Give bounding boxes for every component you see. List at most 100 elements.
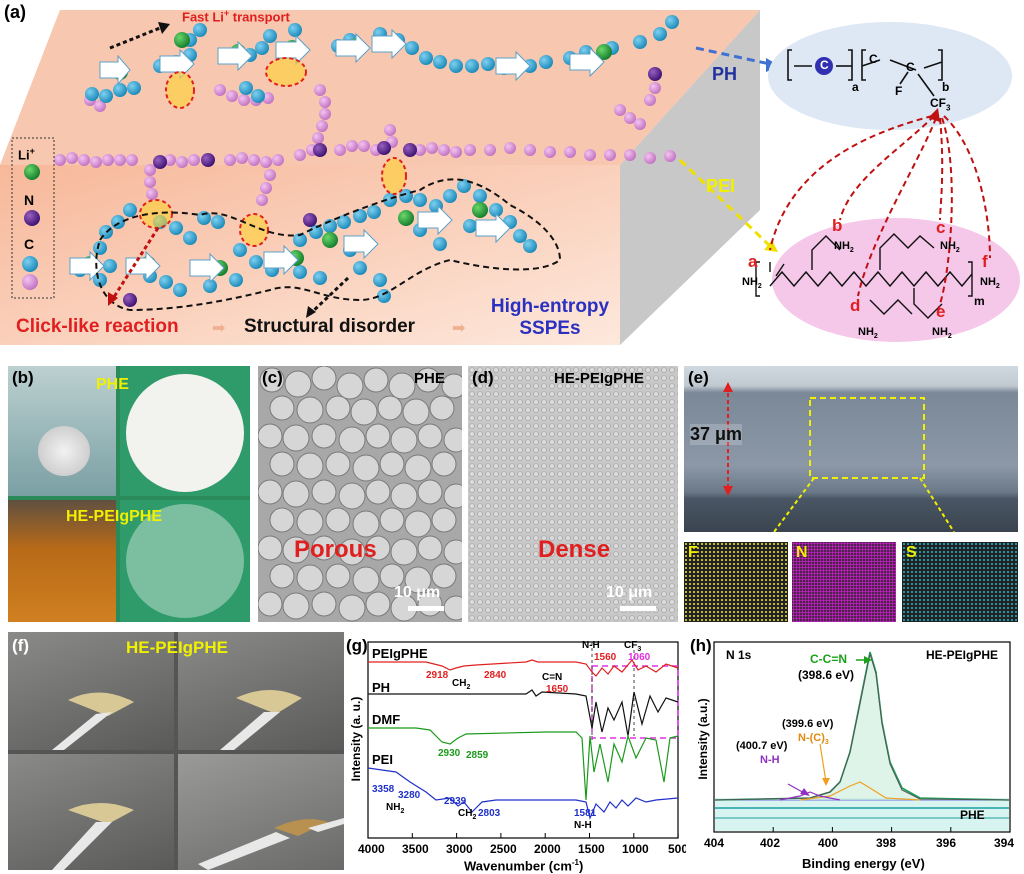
ftir-ann-nh2: NH2	[386, 802, 404, 815]
panel-f: (f) HE-PEIgPHE	[8, 632, 344, 870]
ftir-series-dmf	[368, 727, 679, 801]
phe-film-disc	[126, 374, 244, 492]
pei-nh2-5: NH2	[858, 326, 878, 340]
xps-phe-band	[715, 798, 1009, 831]
ftir-ann-1650: 1650	[546, 684, 569, 695]
ftir-series-label-peigphe: PEIgPHE	[372, 646, 428, 661]
xps-peak-nh	[779, 791, 841, 801]
ftir-ann-2840: 2840	[484, 670, 507, 681]
panel-h-label: (h)	[690, 636, 712, 655]
pei-letter-a: a	[748, 252, 758, 271]
xps-peak-nc3-s: 3	[824, 739, 829, 747]
ftir-tick-1500: 1500	[578, 842, 605, 856]
ph-cf3: CF	[930, 96, 946, 110]
ftir-ann-1581: 1581	[574, 808, 597, 819]
panel-e-cross-section	[684, 366, 1018, 532]
he-vial-photo	[8, 500, 116, 622]
panel-e: (e) 37 μm F N S	[684, 366, 1018, 622]
panel-a-label: (a)	[4, 2, 26, 22]
xps-tick-404: 404	[704, 836, 725, 850]
pei-m: m	[974, 294, 985, 308]
panel-g-label: (g)	[346, 636, 368, 655]
ftir-ann-2939: 2939	[444, 796, 467, 807]
legend-li: Li+	[18, 146, 35, 162]
phe-vial-flakes	[38, 426, 90, 476]
fast-li-transport-label: Fast Li+ transport	[182, 8, 290, 24]
eds-map-f: F	[684, 542, 788, 622]
panel-d-scalebar-label: 10 μm	[606, 584, 653, 601]
xps-peak-nc3-t: N-(C)	[798, 732, 825, 744]
ph-c-text: C	[869, 52, 878, 66]
arrow-2: ➡	[452, 320, 466, 337]
pei-nh2-1: NH2	[742, 276, 762, 290]
panel-h: (h) N 1s HE-PEIgPHE PHE Intensity (a.u.)…	[690, 632, 1020, 874]
ftir-ann-cf3: CF3	[624, 640, 641, 653]
panel-d: (d) HE-PEIgPHE Dense 10 μm	[468, 366, 678, 622]
panel-c-label: (c)	[262, 368, 283, 387]
arrow-1: ➡	[212, 320, 226, 337]
panel-d-title: HE-PEIgPHE	[554, 370, 645, 387]
panel-b-he-label: HE-PEIgPHE	[66, 508, 163, 525]
xps-peak-nh-ev: (400.7 eV)	[736, 740, 788, 752]
panel-d-sem-image	[468, 366, 678, 622]
ftir-tick-500: 500	[668, 842, 686, 856]
ftir-ann-2930: 2930	[438, 748, 461, 759]
pei-nh2-2-t: NH	[834, 240, 850, 252]
ftir-ann-2859: 2859	[466, 750, 489, 761]
pei-nh2-6-t: NH	[932, 326, 948, 338]
ph-c2-text: C	[906, 60, 915, 74]
xps-peak-nh-label: N-H	[760, 754, 780, 766]
eds-map-n-label: N	[796, 544, 808, 561]
ftir-ann-cf3-t: CF	[624, 640, 638, 651]
xps-ylabel: Intensity (a.u.)	[696, 698, 710, 780]
panel-d-caption: Dense	[538, 536, 611, 563]
pei-nh2-3-s: 2	[955, 247, 960, 255]
panel-b-label: (b)	[12, 368, 34, 387]
pei-nh2-5-s: 2	[873, 333, 878, 341]
panel-g: (g) Intensity (a. u.) Wavenumber (cm-1) …	[346, 632, 686, 874]
panel-b: (b) PHE HE-PEIgPHE	[8, 366, 250, 622]
pei-nh2-3-t: NH	[940, 240, 956, 252]
eds-map-n: N	[792, 542, 896, 622]
panel-c-scalebar-label: 10 μm	[394, 584, 441, 601]
xps-phe-label: PHE	[960, 808, 985, 822]
xps-tick-396: 396	[936, 836, 957, 850]
ftir-tick-2500: 2500	[490, 842, 517, 856]
ftir-ann-ch2b: CH2	[458, 808, 476, 821]
xps-peak-ccn-label: C-C=N	[810, 652, 848, 666]
ftir-ann-3280: 3280	[398, 790, 421, 801]
pei-nh2-4-t: NH	[980, 276, 996, 288]
panel-b-phe-label: PHE	[96, 376, 129, 393]
panel-c: (c) PHE Porous 10 μm	[258, 366, 462, 622]
ftir-series-pei	[367, 767, 679, 820]
xps-raw-data	[714, 653, 1010, 801]
panel-f-title: HE-PEIgPHE	[126, 638, 229, 657]
pei-nh2-1-t: NH	[742, 276, 758, 288]
panel-d-label: (d)	[472, 368, 494, 387]
pei-nh2-6: NH2	[932, 326, 952, 340]
ftir-ann-ch2: CH2	[452, 678, 470, 691]
ftir-ann-2918: 2918	[426, 670, 449, 681]
ftir-ann-2803: 2803	[478, 808, 501, 819]
ftir-series-label-ph: PH	[372, 680, 391, 695]
pei-nh2-1-s: 2	[757, 283, 762, 291]
panel-c-title: PHE	[414, 370, 445, 387]
ftir-xlabel-sup: -1	[571, 858, 580, 867]
panel-f-overlay	[52, 690, 344, 870]
ftir-ann-nh-pei: N-H	[574, 820, 592, 831]
ftir-ann-3358: 3358	[372, 784, 395, 795]
ftir-highlight-box	[591, 665, 679, 739]
pei-letter-c: c	[936, 218, 946, 237]
ftir-series-label-pei: PEI	[372, 752, 393, 767]
xps-title: N 1s	[726, 648, 752, 662]
ph-f-text: F	[895, 84, 903, 98]
ftir-ann-ch2-s: 2	[466, 684, 471, 691]
legend-li-sup: +	[29, 146, 35, 156]
ftir-tick-4000: 4000	[358, 842, 385, 856]
xps-tick-398: 398	[876, 836, 897, 850]
xps-peak-ccn-ev: (398.6 eV)	[798, 668, 855, 682]
ph-arrow-label: PH	[712, 64, 738, 84]
xps-tick-400: 400	[818, 836, 839, 850]
ph-center-c: C	[820, 58, 829, 72]
pei-letter-e: e	[936, 302, 946, 321]
